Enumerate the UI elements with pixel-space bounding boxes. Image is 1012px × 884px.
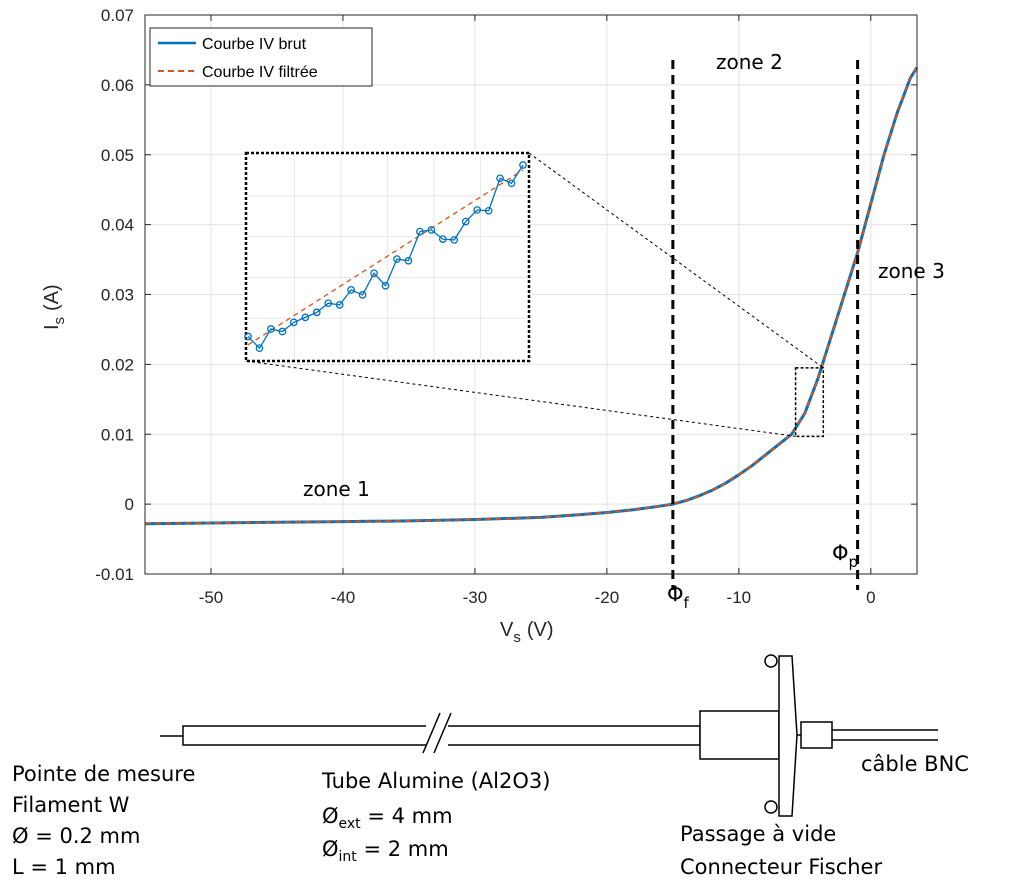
inset-point [358,291,367,299]
x-tick-label: -10 [727,588,752,607]
y-tick-label: 0.01 [101,425,134,444]
inset-series [244,161,527,353]
zone-1-label: zone 1 [303,477,370,501]
y-tick-label: 0.03 [101,286,134,305]
inset-point [438,235,447,243]
zone-3-label: zone 3 [878,259,945,283]
tube-label-ext: Øext = 4 mm [322,804,453,832]
y-tick-label: -0.01 [95,565,134,584]
inset-point [278,327,287,336]
y-tick-label: 0.04 [101,216,134,235]
inset-point [335,301,344,309]
y-tick-label: 0.02 [101,355,134,374]
tube-label-line1: Tube Alumine (Al2O3) [321,769,550,793]
inset-point [473,206,482,214]
zoom-box [794,367,825,438]
probe-label-line4: L = 1 mm [12,855,116,879]
phi-f-label: Φf [667,582,690,612]
zone-2-label: zone 2 [716,50,783,74]
inset-point [427,226,436,234]
y-tick-label: 0 [125,495,134,514]
inset-point [370,269,378,278]
x-tick-label: -20 [595,588,620,607]
legend-label-raw: Courbe IV brut [202,36,307,53]
inset-point [267,325,275,333]
zoom-indicator [245,152,825,438]
probe-label-line2: Filament W [12,793,130,817]
inset-point [312,308,321,317]
inset-point [484,206,493,215]
x-tick-label: -30 [463,588,488,607]
inset-raw-line [247,164,524,350]
diagram-labels: Pointe de mesure Filament W Ø = 0.2 mm L… [12,752,969,879]
inset-point [244,332,252,341]
inset-point [324,299,333,308]
tube-break-mark-1 [422,712,441,754]
legend: Courbe IV brut Courbe IV filtrée [149,27,373,87]
inset-point [461,217,470,226]
vertical-lines [671,60,860,590]
probe-diagram [160,654,938,817]
inset-point [393,255,401,263]
inset-point [347,286,355,294]
phi-p-label: Φp [832,541,858,571]
zoom-connector-bottom [245,360,796,437]
inset-point [404,256,413,265]
vacuum-label-line1: Passage à vide [680,822,836,846]
cable-label: câble BNC [861,752,969,776]
x-ticks: -50 -40 -30 -20 -10 0 [199,15,876,607]
flange-screw-bottom [764,800,778,814]
x-tick-label: -40 [331,588,356,607]
tube-break-mark-2 [433,712,452,754]
inset-point [519,161,527,169]
legend-label-filtered: Courbe IV filtrée [202,64,318,81]
inset-point [301,313,310,322]
y-ticks: -0.01 0 0.01 0.02 0.03 0.04 0.05 0.06 0.07 [95,6,917,584]
legend-box [149,27,373,87]
series-filtered-line [144,66,918,525]
iv-chart: -50 -40 -30 -20 -10 0 -0.01 0 0.01 0.02 0.03 0.04 0… [41,6,945,646]
tube-break-gap [426,724,448,748]
y-tick-label: 0.05 [101,146,134,165]
inset-point [289,318,298,327]
vacuum-label-line2: Connecteur Fischer [680,855,882,879]
inset-zoom [244,151,531,363]
probe-label-line1: Pointe de mesure [12,762,195,786]
y-tick-label: 0.07 [101,6,134,25]
vacuum-flange [778,655,798,817]
inset-point [507,179,516,188]
inset-point [381,281,390,290]
x-axis-title: Vs (V) [500,619,554,646]
zoom-connector-top [528,152,824,369]
inset-point [416,227,424,236]
x-tick-label: 0 [866,588,875,607]
series-layer [144,66,919,526]
flange-screw-top [764,654,778,668]
connector-body [699,710,780,760]
y-tick-label: 0.06 [101,76,134,95]
inset-grid [248,155,527,359]
inset-point [450,236,459,244]
probe-label-line3: Ø = 0.2 mm [12,824,140,848]
inset-point [496,174,504,183]
y-axis-title: Is(A) [41,284,68,330]
inset-point [255,344,264,353]
inset-filtered-line [247,169,524,346]
fischer-connector [800,721,833,749]
tube-label-int: Øint = 2 mm [322,837,449,865]
x-tick-label: -50 [199,588,224,607]
